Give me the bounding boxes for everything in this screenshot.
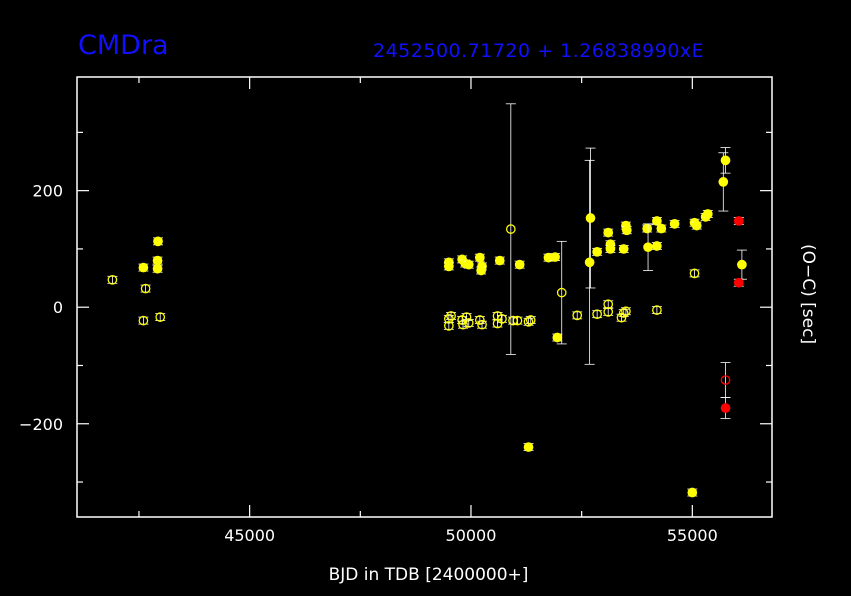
data-point: [652, 216, 662, 226]
x-tick-label: 55000: [667, 526, 718, 545]
data-point: [494, 255, 505, 266]
data-point: [525, 315, 536, 325]
data-point: [153, 236, 163, 247]
data-point: [477, 319, 487, 330]
data-point: [720, 155, 731, 166]
data-point: [621, 306, 631, 317]
data-point: [605, 244, 616, 254]
axis-ticks: 45000 50000 55000 −200 0 200: [19, 77, 772, 545]
data-point: [702, 209, 713, 219]
data-point: [155, 312, 166, 322]
data-point: [652, 241, 662, 251]
x-axis-label: BJD in TDB [2400000+]: [328, 565, 529, 585]
data-point: [618, 244, 629, 254]
data-point: [556, 287, 567, 298]
data-point: [497, 314, 507, 324]
data-point: [512, 315, 523, 326]
data-point: [514, 259, 525, 270]
data-point: [152, 263, 163, 274]
data-point: [474, 315, 485, 325]
data-marks: [107, 103, 747, 498]
data-point: [618, 308, 629, 318]
data-point: [523, 442, 534, 452]
x-tick-label: 50000: [446, 526, 497, 545]
data-point: [461, 312, 472, 322]
data-point: [592, 246, 602, 257]
data-point: [140, 283, 151, 294]
data-point: [592, 309, 602, 320]
data-point: [642, 223, 653, 234]
data-point: [691, 220, 702, 231]
data-point: [656, 223, 667, 234]
data-point: [733, 277, 744, 288]
data-point: [443, 261, 454, 272]
data-point: [505, 224, 516, 234]
data-point: [737, 259, 747, 270]
data-point: [643, 242, 653, 253]
plot-frame: [76, 76, 773, 518]
y-tick-label: −200: [19, 415, 63, 434]
data-point: [474, 252, 485, 263]
data-point: [603, 227, 614, 238]
data-point: [652, 305, 662, 315]
data-point: [523, 316, 534, 327]
data-point: [616, 312, 627, 323]
data-point: [603, 307, 614, 317]
y-tick-label: 200: [32, 182, 63, 201]
data-point: [463, 259, 474, 270]
data-point: [669, 219, 680, 229]
data-point: [689, 268, 700, 279]
data-point: [463, 318, 474, 328]
data-point: [621, 225, 632, 236]
ephemeris-label: 2452500.71720 + 1.26838990xE: [373, 40, 705, 62]
data-point: [476, 265, 487, 276]
data-point: [152, 255, 163, 266]
data-point: [552, 332, 563, 343]
data-point: [720, 403, 731, 413]
y-axis-label: (O−C) [sec]: [798, 244, 818, 345]
data-point: [720, 375, 731, 385]
data-point: [138, 262, 149, 273]
data-point: [443, 320, 454, 331]
y-tick-label: 0: [53, 298, 63, 317]
data-point: [733, 216, 744, 226]
data-point: [550, 252, 560, 262]
data-point: [718, 177, 729, 187]
x-tick-label: 45000: [224, 526, 275, 545]
chart-title: CMDra: [78, 30, 169, 61]
data-point: [585, 213, 596, 223]
data-point: [572, 310, 583, 321]
data-point: [138, 315, 149, 326]
data-point: [687, 487, 698, 498]
data-point: [584, 257, 595, 268]
data-point: [107, 274, 118, 285]
data-point: [446, 311, 456, 321]
